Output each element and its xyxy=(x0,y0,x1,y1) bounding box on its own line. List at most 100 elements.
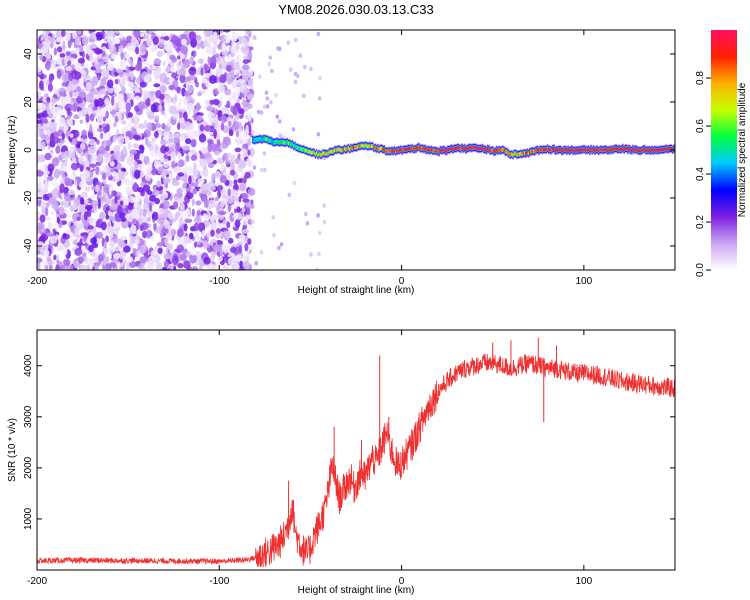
noise-speckle xyxy=(193,113,197,121)
noise-speckle xyxy=(42,227,46,234)
noise-speckle xyxy=(58,261,63,268)
signal-cell xyxy=(319,153,322,157)
signal-cell xyxy=(280,140,282,144)
noise-speckle xyxy=(242,261,251,270)
noise-speckle xyxy=(72,202,78,209)
noise-speckle xyxy=(153,70,161,76)
signal-cell xyxy=(261,138,263,142)
noise-speckle xyxy=(57,108,63,118)
signal-cell xyxy=(545,148,548,152)
noise-speckle xyxy=(44,265,49,270)
noise-speckle xyxy=(238,159,247,169)
noise-speckle xyxy=(197,43,200,50)
noise-speckle xyxy=(182,173,188,183)
noise-speckle xyxy=(126,156,134,166)
noise-speckle xyxy=(301,93,306,99)
signal-cell xyxy=(412,147,415,151)
noise-speckle xyxy=(87,49,95,57)
noise-speckle xyxy=(246,72,252,79)
noise-speckle xyxy=(174,94,178,103)
signal-cell xyxy=(326,152,328,156)
signal-cell xyxy=(619,147,622,151)
noise-speckle xyxy=(90,237,97,244)
noise-speckle xyxy=(102,247,111,256)
noise-speckle xyxy=(69,133,74,139)
noise-speckle xyxy=(114,79,119,85)
noise-speckle xyxy=(176,55,181,60)
signal-cell xyxy=(632,147,634,151)
signal-cell xyxy=(407,146,410,151)
noise-speckle xyxy=(206,105,214,112)
noise-speckle xyxy=(244,235,249,242)
signal-cell xyxy=(364,144,366,148)
signal-cell xyxy=(581,148,583,152)
noise-speckle xyxy=(42,169,50,176)
y-tick-label: 2000 xyxy=(23,456,34,479)
noise-speckle xyxy=(163,43,171,52)
signal-cell xyxy=(317,153,319,157)
signal-cell xyxy=(340,148,342,153)
noise-speckle xyxy=(48,121,57,129)
noise-speckle xyxy=(149,195,156,202)
signal-cell xyxy=(592,147,595,151)
signal-cell xyxy=(359,144,361,148)
y-tick-label: 4000 xyxy=(23,354,34,377)
noise-speckle xyxy=(163,187,167,196)
noise-speckle xyxy=(157,39,166,45)
signal-cell xyxy=(360,144,363,148)
noise-speckle xyxy=(77,222,86,230)
noise-speckle xyxy=(190,154,198,161)
noise-speckle xyxy=(127,202,134,211)
noise-speckle xyxy=(133,161,138,168)
noise-speckle xyxy=(186,265,192,270)
signal-cell xyxy=(557,148,559,152)
noise-speckle xyxy=(37,250,41,255)
noise-speckle xyxy=(98,253,104,262)
noise-speckle xyxy=(125,102,132,112)
noise-speckle xyxy=(76,82,84,87)
noise-speckle xyxy=(45,137,50,146)
noise-speckle xyxy=(137,101,145,110)
signal-cell xyxy=(629,148,632,152)
signal-cell xyxy=(564,148,567,152)
noise-speckle xyxy=(103,126,108,134)
noise-speckle xyxy=(199,258,204,267)
noise-speckle xyxy=(176,188,183,195)
noise-speckle xyxy=(109,161,115,167)
noise-speckle xyxy=(187,85,194,94)
noise-speckle xyxy=(226,194,234,205)
noise-speckle xyxy=(230,162,235,173)
noise-speckle xyxy=(144,77,148,83)
noise-speckle xyxy=(193,50,197,57)
noise-speckle xyxy=(221,187,226,197)
noise-speckle xyxy=(180,132,186,142)
noise-speckle xyxy=(247,238,252,245)
noise-speckle xyxy=(37,228,42,234)
noise-speckle xyxy=(192,130,201,138)
noise-speckle xyxy=(210,222,217,230)
signal-cell xyxy=(435,149,438,153)
signal-cell xyxy=(467,146,470,150)
noise-speckle xyxy=(257,74,262,79)
noise-speckle xyxy=(196,151,201,162)
noise-speckle xyxy=(191,208,195,217)
noise-speckle xyxy=(91,185,95,191)
noise-speckle xyxy=(195,102,201,112)
noise-speckle xyxy=(228,129,234,137)
noise-speckle xyxy=(217,43,223,50)
signal-cell xyxy=(452,147,454,152)
signal-cell xyxy=(541,148,544,152)
signal-cell xyxy=(492,148,494,152)
noise-speckle xyxy=(100,80,105,88)
noise-speckle xyxy=(129,261,137,268)
signal-cell xyxy=(305,149,308,153)
signal-cell xyxy=(636,148,638,152)
noise-speckle xyxy=(121,86,127,93)
signal-cell xyxy=(257,138,259,142)
noise-speckle xyxy=(247,149,251,156)
signal-cell xyxy=(474,146,476,150)
noise-speckle xyxy=(205,72,210,77)
noise-speckle xyxy=(130,126,137,135)
signal-cell xyxy=(456,146,458,150)
signal-cell xyxy=(432,149,434,153)
